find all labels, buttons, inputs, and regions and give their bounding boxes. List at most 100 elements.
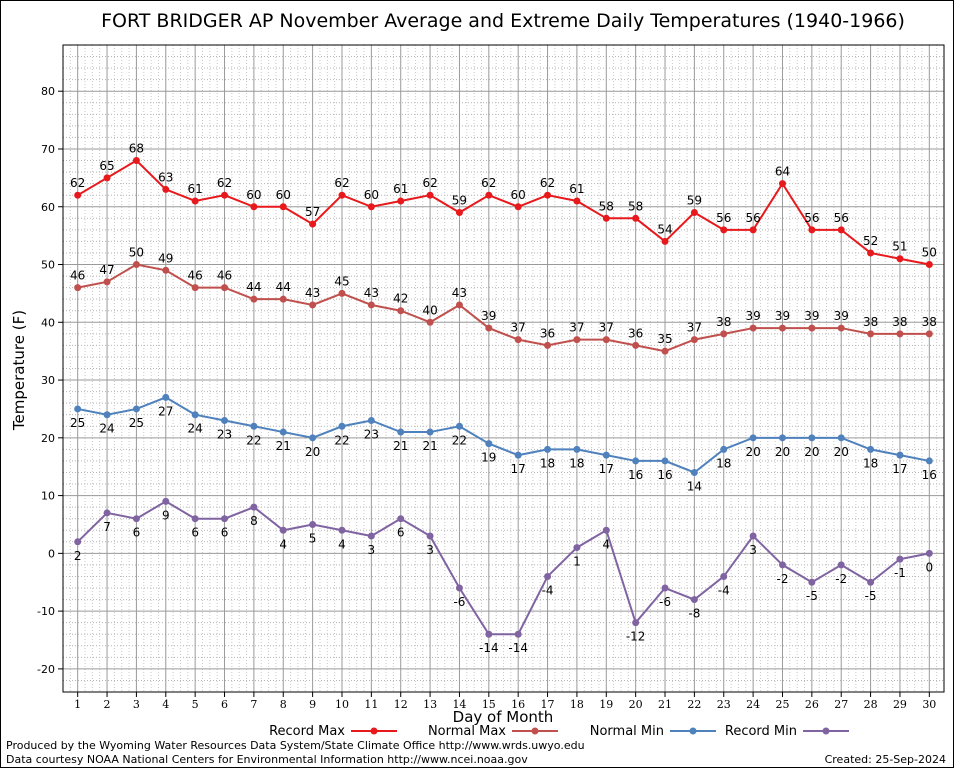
normal-max-point [455,301,463,309]
normal-min-data-label: 21 [393,439,408,453]
normal-min-point [74,405,82,413]
normal-max-point [279,295,287,303]
x-tick-label: 7 [250,698,257,711]
normal-max-data-label: 37 [599,321,614,335]
record-max-data-label: 56 [716,211,731,225]
record-max-data-label: 60 [364,188,379,202]
normal-max-data-label: 39 [745,309,760,323]
record-max-data-label: 62 [422,176,437,190]
record-min-point [837,561,845,569]
record-min-data-label: 9 [162,508,170,522]
normal-min-data-label: 21 [276,439,291,453]
normal-min-data-label: 20 [775,445,790,459]
normal-max-data-label: 46 [70,269,85,283]
normal-max-data-label: 39 [481,309,496,323]
record-min-point [397,515,405,523]
normal-max-point [661,347,669,355]
x-tick-label: 12 [394,698,408,711]
record-max-point [162,185,170,193]
record-min-data-label: 8 [250,514,258,528]
record-max-point [191,197,199,205]
record-max-line [77,159,930,266]
record-min-data-label: 6 [133,526,141,540]
footer-created-date: Created: 25-Sep-2024 [824,753,946,766]
record-max-point [426,191,434,199]
normal-max-data-label: 36 [540,326,555,340]
record-max-data-label: 56 [834,211,849,225]
normal-min-point [485,440,493,448]
normal-max-data-label: 40 [422,303,437,317]
record-min-data-label: 6 [221,526,229,540]
normal-max-data-label: 44 [246,280,261,294]
normal-max-point [749,324,757,332]
record-min-data-label: 6 [397,526,405,540]
normal-max-point [632,341,640,349]
record-min-point [808,578,816,586]
record-min-data-label: 6 [191,526,199,540]
normal-max-data-label: 38 [892,315,907,329]
record-max-point [250,203,258,211]
normal-min-data-label: 17 [511,462,526,476]
normal-min-point [367,416,375,424]
normal-max-data-label: 39 [804,309,819,323]
record-min-data-label: 4 [602,537,610,551]
footer-data-courtesy: Data courtesy NOAA National Centers for … [6,753,528,766]
x-tick-label: 29 [893,698,907,711]
normal-min-point [514,451,522,459]
record-max-point [690,209,698,217]
record-max-point [397,197,405,205]
normal-min-data-label: 24 [188,422,203,436]
x-axis-title: Day of Month [453,708,554,726]
record-min-data-label: -14 [479,641,499,655]
normal-min-point [808,434,816,442]
y-tick-label: 50 [41,259,55,272]
record-min-point [896,555,904,563]
record-max-point [338,191,346,199]
legend-label-normal-min: Normal Min [590,724,664,739]
x-tick-label: 15 [482,698,496,711]
y-tick-label: 10 [41,490,55,503]
normal-min-data-label: 18 [569,456,584,470]
record-max-data-label: 60 [246,188,261,202]
normal-min-point [602,451,610,459]
record-min-data-label: -14 [508,641,528,655]
normal-min-data-label: 21 [422,439,437,453]
record-min-point [250,503,258,511]
record-min-point [132,515,140,523]
record-max-point [661,237,669,245]
normal-min-data-label: 18 [863,456,878,470]
record-max-data-label: 56 [745,211,760,225]
record-min-point [602,526,610,534]
x-tick-label: 24 [746,698,760,711]
normal-max-data-label: 44 [276,280,291,294]
record-max-data-label: 56 [804,211,819,225]
record-max-data-label: 61 [188,182,203,196]
record-max-point [514,203,522,211]
footer-produced-by: Produced by the Wyoming Water Resources … [6,739,585,752]
chart-title: FORT BRIDGER AP November Average and Ext… [101,10,905,32]
record-max-data-label: 59 [452,194,467,208]
normal-max-point [925,330,933,338]
record-min-data-label: 0 [925,560,933,574]
normal-max-point [867,330,875,338]
normal-min-point [279,428,287,436]
record-min-data-label: 4 [338,537,346,551]
record-min-point [338,526,346,534]
normal-max-point [250,295,258,303]
record-max-point [896,255,904,263]
record-min-data-label: -6 [659,595,671,609]
normal-max-point [103,278,111,286]
normal-max-data-label: 43 [305,286,320,300]
record-max-point [544,191,552,199]
normal-max-data-label: 38 [716,315,731,329]
normal-min-point [573,445,581,453]
normal-min-point [132,405,140,413]
normal-max-point [573,336,581,344]
normal-min-point [690,468,698,476]
x-tick-label: 21 [658,698,672,711]
normal-min-point [103,411,111,419]
normal-min-data-label: 23 [364,427,379,441]
y-tick-label: 60 [41,201,55,214]
x-tick-label: 22 [687,698,701,711]
